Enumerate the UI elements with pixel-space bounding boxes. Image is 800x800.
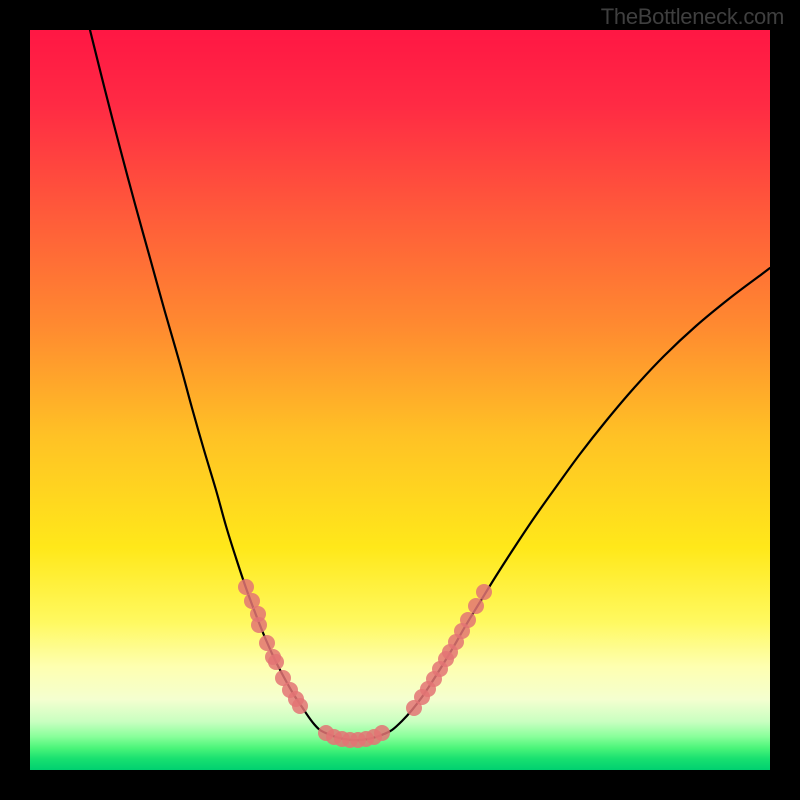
scatter-point <box>268 654 284 670</box>
scatter-point <box>460 612 476 628</box>
plot-background <box>30 30 770 770</box>
scatter-point <box>251 617 267 633</box>
scatter-point <box>374 725 390 741</box>
watermark-text: TheBottleneck.com <box>601 4 784 30</box>
scatter-point <box>476 584 492 600</box>
scatter-point <box>292 698 308 714</box>
scatter-point <box>238 579 254 595</box>
scatter-point <box>259 635 275 651</box>
chart-stage: TheBottleneck.com <box>0 0 800 800</box>
scatter-point <box>468 598 484 614</box>
chart-svg <box>0 0 800 800</box>
